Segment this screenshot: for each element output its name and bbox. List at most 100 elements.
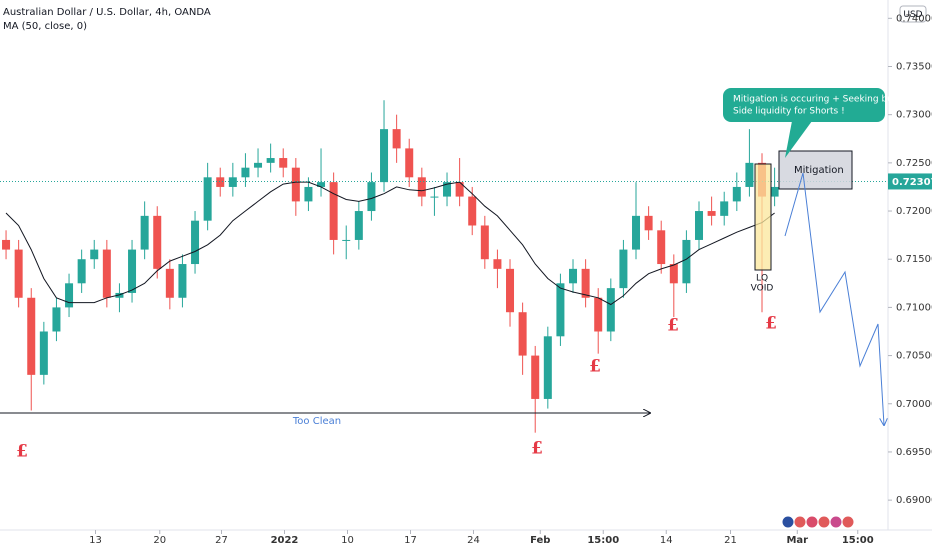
x-tick-label: 27 — [215, 535, 228, 546]
x-tick-label: 24 — [467, 535, 480, 546]
candle-body — [191, 220, 200, 265]
callout-bubble — [723, 88, 885, 122]
mitigation-label: Mitigation — [794, 165, 844, 176]
candle-body — [669, 264, 678, 284]
candle-body — [254, 162, 263, 168]
callout-tail — [785, 121, 812, 158]
candle-body — [405, 148, 414, 178]
candle-body — [695, 211, 704, 240]
candle-body — [720, 201, 729, 216]
annotations: Too Clean LQ VOID Mitigation Mitigation … — [0, 88, 899, 462]
candle-body — [367, 182, 376, 212]
candle-body — [165, 268, 174, 298]
candle-body — [354, 211, 363, 240]
candle-body — [569, 268, 578, 284]
candle-body — [619, 249, 628, 289]
candle-body — [304, 186, 313, 202]
candle-body — [632, 215, 641, 250]
candle-body — [480, 225, 489, 260]
candle-body — [430, 196, 439, 198]
candle-body — [644, 215, 653, 231]
callout-line: Side liquidity for Shorts ! — [733, 107, 845, 117]
candle-body — [228, 177, 237, 187]
candle-body — [102, 249, 111, 298]
x-tick-label: 21 — [724, 535, 737, 546]
candle-body — [65, 283, 74, 308]
candle-body — [203, 177, 212, 221]
pound-mark: £ — [765, 314, 777, 334]
candle-body — [317, 182, 326, 187]
candle-body — [594, 297, 603, 332]
x-tick-label: 10 — [341, 535, 354, 546]
y-tick-label: 0.74000 — [896, 13, 932, 24]
callout-line: Mitigation is occuring + Seeking buy — [733, 95, 899, 105]
indicator-label: MA (50, close, 0) — [3, 21, 87, 32]
flag-icons — [781, 515, 855, 529]
x-tick-label: 20 — [153, 535, 166, 546]
candle-body — [468, 196, 477, 226]
header-bg — [0, 3, 300, 33]
candle-body — [392, 129, 401, 149]
candle-body — [417, 177, 426, 197]
x-tick-label: 15:00 — [587, 535, 619, 546]
pound-mark: £ — [589, 357, 601, 377]
candle-body — [2, 239, 11, 250]
candle-body — [581, 268, 590, 298]
candle-body — [380, 129, 389, 183]
marks-layer — [0, 100, 888, 433]
candle-body — [606, 288, 615, 332]
candle-body — [140, 215, 149, 250]
candle-body — [39, 331, 48, 375]
candle-body — [291, 167, 300, 202]
too-clean-label: Too Clean — [292, 416, 341, 427]
lq-void-box — [754, 163, 772, 271]
projection-path — [784, 172, 884, 425]
currency-box[interactable] — [899, 5, 927, 23]
x-tick-label: Mar — [786, 535, 808, 546]
candle-body — [657, 230, 666, 265]
mitigation-box — [778, 150, 853, 190]
pound-mark: £ — [531, 439, 543, 459]
candle-body — [153, 215, 162, 269]
candle-body — [732, 186, 741, 202]
x-tick-label: 15:00 — [842, 535, 874, 546]
candle-body — [506, 268, 515, 313]
x-tick-label: 2022 — [271, 535, 299, 546]
last-price-label: 0.72307 — [892, 177, 932, 188]
candle-body — [27, 297, 36, 375]
candle-body — [128, 249, 137, 293]
candle-body — [455, 182, 464, 197]
candle-body — [216, 177, 225, 187]
candle-body — [707, 211, 716, 216]
candle-body — [443, 182, 452, 197]
candle-body — [14, 249, 23, 298]
pound-mark: £ — [667, 316, 679, 336]
candle-body — [90, 249, 99, 260]
candle-body — [745, 162, 754, 187]
candle-body — [493, 259, 502, 269]
x-tick-label: 13 — [89, 535, 102, 546]
candle-body — [52, 307, 61, 332]
chart-title: Australian Dollar / U.S. Dollar, 4h, OAN… — [3, 7, 211, 18]
candle-body — [770, 186, 779, 197]
last-price-box — [888, 173, 932, 190]
candle-body — [77, 259, 86, 284]
candle-body — [518, 312, 527, 356]
candle-body — [241, 167, 250, 178]
void-label: VOID — [751, 284, 774, 294]
candle-body — [178, 264, 187, 298]
lq-label: LQ — [756, 274, 768, 284]
pound-mark: £ — [16, 442, 28, 462]
candle-body — [531, 355, 540, 399]
x-tick-label: Feb — [530, 535, 550, 546]
candle-body — [279, 158, 288, 168]
